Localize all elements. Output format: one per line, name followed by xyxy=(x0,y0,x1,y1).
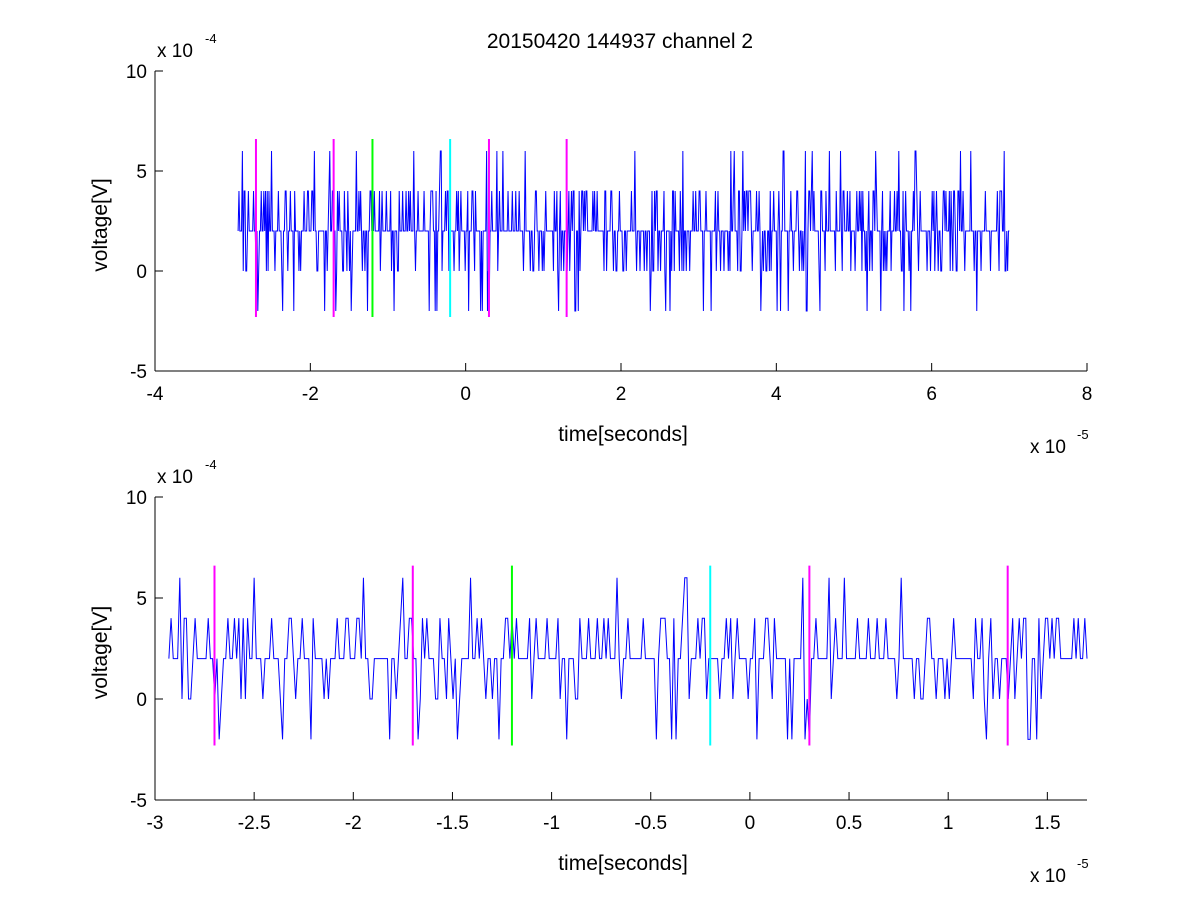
x-multiplier-label: x 10 xyxy=(1030,437,1066,458)
top-panel: -4 -2 0 2 4 6 8 -5 0 5 10 time[seconds] voltage[V] x … xyxy=(89,31,1092,458)
x-tick-label: 4 xyxy=(771,384,782,405)
x-tick-label: -4 xyxy=(147,384,164,405)
y-tick-label: -5 xyxy=(130,362,147,383)
y-tick-label: 0 xyxy=(136,262,147,283)
y-tick-label: -5 xyxy=(130,791,147,812)
y-tick-label: 10 xyxy=(126,62,147,83)
x-tick-label: 1.5 xyxy=(1034,813,1060,834)
x-tick-label: 0 xyxy=(460,384,471,405)
x-multiplier-label: x 10 xyxy=(1030,866,1066,887)
y-multiplier-label: x 10 xyxy=(157,467,193,488)
y-multiplier-exponent: -4 xyxy=(205,31,217,46)
x-axis-label: time[seconds] xyxy=(558,423,688,446)
signal-trace xyxy=(237,150,1010,312)
x-tick-label: -3 xyxy=(147,813,164,834)
x-tick-label: -2 xyxy=(302,384,319,405)
x-tick-label: 1 xyxy=(943,813,954,834)
x-tick-label: 0 xyxy=(745,813,756,834)
y-tick-label: 5 xyxy=(136,589,147,610)
y-tick-label: 10 xyxy=(126,488,147,509)
x-tick-label: -2.5 xyxy=(238,813,271,834)
x-tick-label: -2 xyxy=(345,813,362,834)
y-axis-label: voltage[V] xyxy=(89,606,112,699)
x-axis-label: time[seconds] xyxy=(558,852,688,875)
chart-title: 20150420 144937 channel 2 xyxy=(487,30,753,53)
y-multiplier-exponent: -4 xyxy=(205,457,217,472)
signal-trace xyxy=(168,577,1088,740)
x-tick-label: 0.5 xyxy=(836,813,862,834)
bottom-panel: -3 -2.5 -2 -1.5 -1 -0.5 0 0.5 1 1.5 -5 0 5 10 time[sec… xyxy=(89,457,1089,887)
y-axis-label: voltage[V] xyxy=(89,178,112,271)
y-multiplier-label: x 10 xyxy=(157,41,193,62)
y-tick-label: 5 xyxy=(136,162,147,183)
x-tick-label: 8 xyxy=(1082,384,1093,405)
x-tick-label: -0.5 xyxy=(634,813,667,834)
y-tick-label: 0 xyxy=(136,690,147,711)
x-multiplier-exponent: -5 xyxy=(1077,427,1089,442)
x-tick-label: 2 xyxy=(616,384,627,405)
x-tick-label: 6 xyxy=(926,384,937,405)
x-multiplier-exponent: -5 xyxy=(1077,856,1089,871)
x-tick-label: -1.5 xyxy=(436,813,469,834)
x-tick-label: -1 xyxy=(543,813,560,834)
